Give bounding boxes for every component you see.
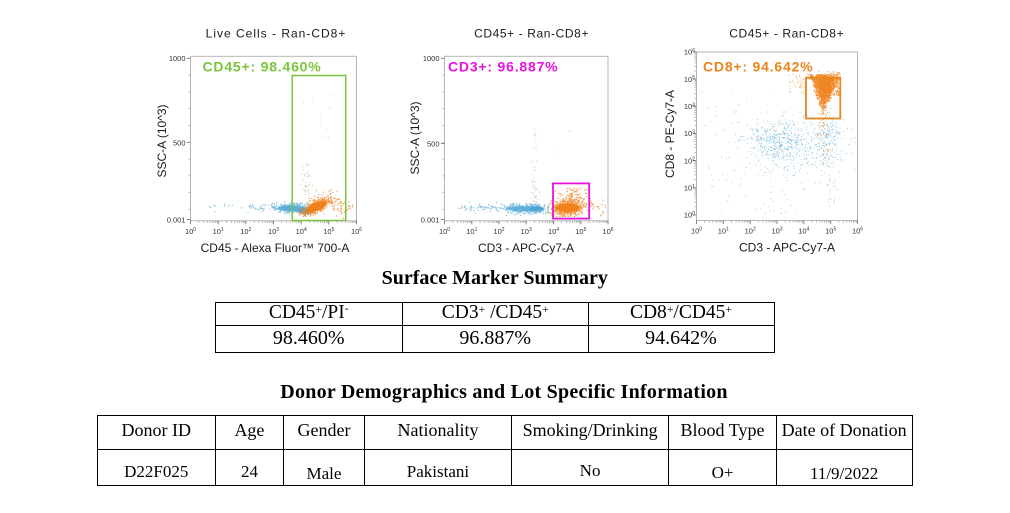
svg-text:101: 101 xyxy=(213,227,224,236)
svg-text:105: 105 xyxy=(825,227,836,236)
svg-text:106: 106 xyxy=(684,48,695,57)
svg-text:104: 104 xyxy=(296,227,307,236)
svg-text:100: 100 xyxy=(185,227,196,236)
svg-text:103: 103 xyxy=(521,227,532,236)
svg-text:106: 106 xyxy=(351,227,362,236)
svg-text:Live Cells - Ran-CD8+: Live Cells - Ran-CD8+ xyxy=(206,27,347,41)
svg-text:100: 100 xyxy=(684,211,695,220)
svg-text:103: 103 xyxy=(771,227,782,236)
svg-text:0.001: 0.001 xyxy=(421,215,440,224)
svg-text:106: 106 xyxy=(852,227,863,236)
svg-text:100: 100 xyxy=(691,227,702,236)
svg-text:CD45 - Alexa Fluor™ 700-A: CD45 - Alexa Fluor™ 700-A xyxy=(201,241,350,255)
svg-text:105: 105 xyxy=(575,227,586,236)
svg-text:102: 102 xyxy=(745,227,756,236)
svg-text:105: 105 xyxy=(323,227,334,236)
svg-text:102: 102 xyxy=(240,227,251,236)
svg-text:102: 102 xyxy=(493,227,504,236)
svg-text:104: 104 xyxy=(798,227,809,236)
svg-text:500: 500 xyxy=(173,138,186,147)
svg-text:101: 101 xyxy=(684,184,695,193)
svg-text:104: 104 xyxy=(684,102,695,111)
svg-text:103: 103 xyxy=(684,129,695,138)
svg-text:SSC-A (10^3): SSC-A (10^3) xyxy=(155,105,169,178)
svg-text:CD45+: 98.460%: CD45+: 98.460% xyxy=(203,59,322,75)
svg-text:CD3+: 96.887%: CD3+: 96.887% xyxy=(448,59,558,75)
svg-text:CD3 - APC-Cy7-A: CD3 - APC-Cy7-A xyxy=(739,241,835,255)
svg-text:1000: 1000 xyxy=(169,54,186,63)
svg-text:105: 105 xyxy=(684,75,695,84)
svg-text:101: 101 xyxy=(718,227,729,236)
svg-text:CD45+ - Ran-CD8+: CD45+ - Ran-CD8+ xyxy=(474,27,589,41)
svg-text:CD8 - PE-Cy7-A: CD8 - PE-Cy7-A xyxy=(663,90,677,178)
svg-text:102: 102 xyxy=(684,156,695,165)
svg-text:101: 101 xyxy=(466,227,477,236)
svg-text:500: 500 xyxy=(427,139,440,148)
svg-text:CD8+: 94.642%: CD8+: 94.642% xyxy=(703,59,813,75)
svg-text:106: 106 xyxy=(602,227,613,236)
svg-text:103: 103 xyxy=(268,227,279,236)
svg-text:0.001: 0.001 xyxy=(167,215,186,224)
svg-text:CD3 - APC-Cy7-A: CD3 - APC-Cy7-A xyxy=(478,241,574,255)
svg-text:104: 104 xyxy=(548,227,559,236)
svg-text:CD45+ - Ran-CD8+: CD45+ - Ran-CD8+ xyxy=(729,27,844,41)
svg-text:1000: 1000 xyxy=(423,54,440,63)
svg-text:100: 100 xyxy=(439,227,450,236)
svg-text:SSC-A (10^3): SSC-A (10^3) xyxy=(408,102,422,175)
